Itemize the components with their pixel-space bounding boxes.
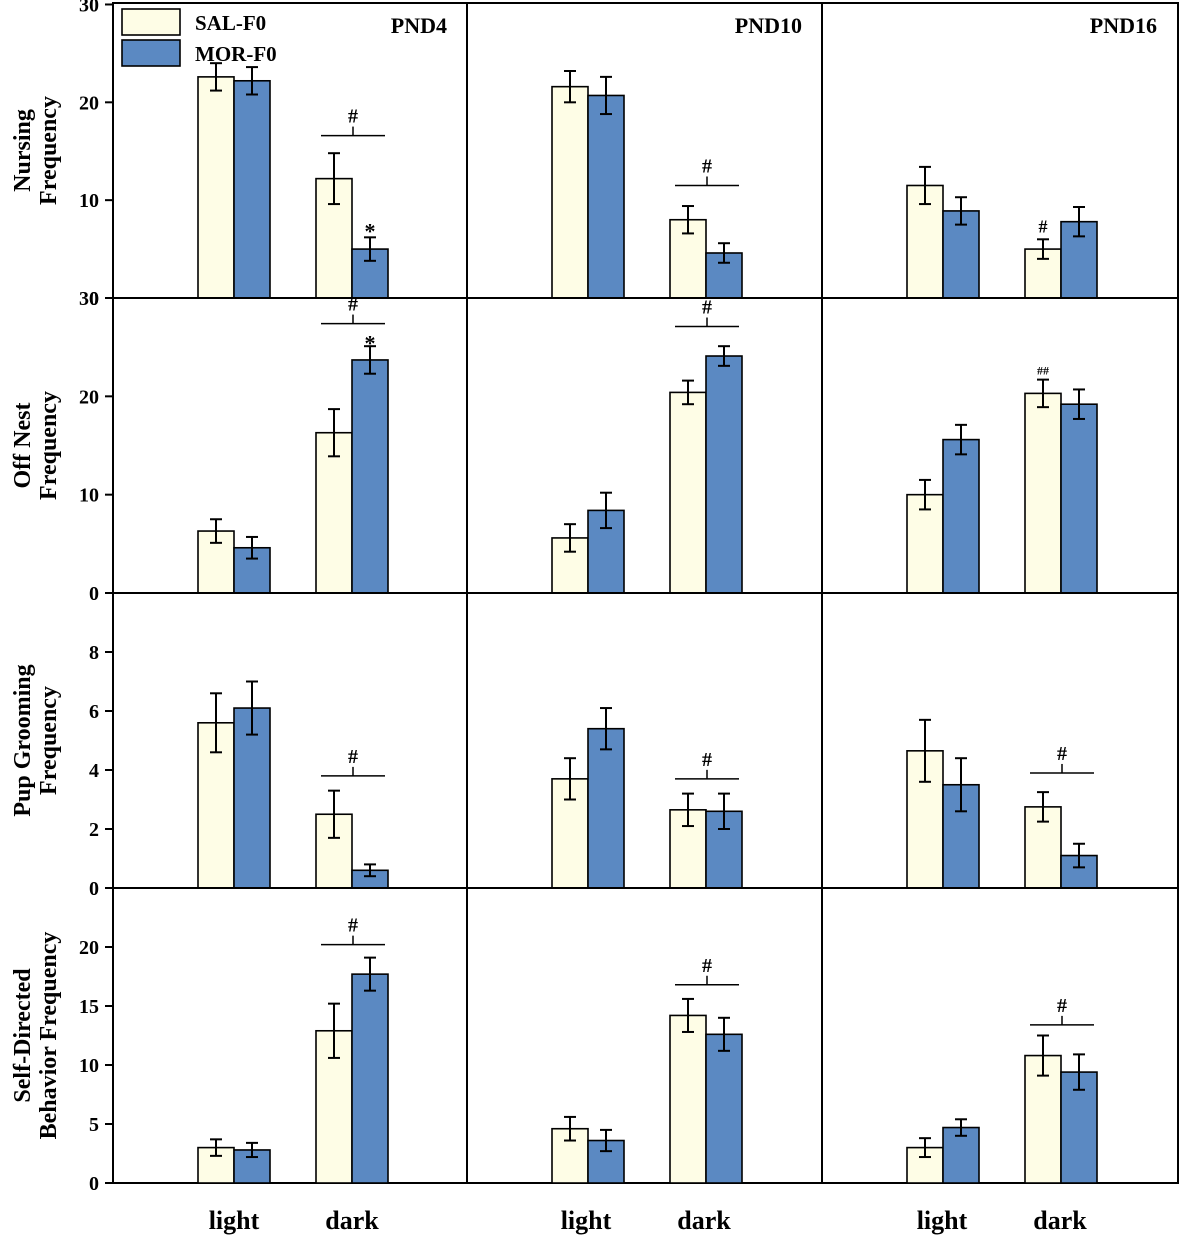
y-axis-label-line: Nursing	[10, 109, 36, 192]
y-tick-label: 30	[79, 0, 99, 16]
y-tick-label: 20	[79, 386, 99, 408]
panel-frame	[112, 887, 468, 1184]
legend-swatch	[121, 8, 181, 36]
x-category-label: light	[209, 1206, 260, 1235]
y-axis-label: Off NestFrequency	[10, 391, 62, 500]
bar-sal-dark	[1024, 1054, 1062, 1184]
bar-mor-dark	[351, 973, 389, 1184]
bar-mor-dark	[705, 1033, 743, 1184]
y-tick-label: 20	[79, 92, 99, 114]
bar-sal-dark	[669, 391, 707, 594]
legend-swatch	[121, 39, 181, 67]
y-tick-label: 10	[79, 190, 99, 212]
bar-mor-dark	[705, 355, 743, 594]
y-tick-label: 15	[79, 996, 99, 1018]
panel-frame	[821, 887, 1179, 1184]
panel-frame	[466, 887, 823, 1184]
y-tick-label: 2	[89, 819, 99, 841]
significance-mark: #	[702, 955, 712, 977]
y-tick-label: 0	[89, 878, 99, 900]
y-axis-label: NursingFrequency	[10, 96, 62, 205]
y-tick-label: 10	[79, 1055, 99, 1077]
panel-frame	[466, 2, 823, 299]
bar-mor-dark	[1060, 403, 1098, 594]
significance-mark: ##	[1037, 364, 1049, 378]
y-axis-label-line: Frequency	[36, 686, 62, 795]
panel-title-pnd4: PND4	[391, 13, 447, 38]
y-tick-label: 4	[89, 760, 99, 782]
y-axis-label: Self-DirectedBehavior Frequency	[10, 932, 62, 1140]
y-axis-label: Pup GroomingFrequency	[10, 664, 62, 816]
significance-mark: #	[348, 294, 358, 316]
panel-title-pnd10: PND10	[735, 13, 802, 38]
panel-frame	[466, 592, 823, 889]
significance-mark: #	[348, 915, 358, 937]
significance-mark: #	[348, 106, 358, 128]
bar-mor-light	[587, 1139, 625, 1184]
bar-mor-light	[233, 707, 271, 889]
y-tick-label: 6	[89, 701, 99, 723]
panel-title-pnd16: PND16	[1090, 13, 1157, 38]
x-category-label: light	[561, 1206, 612, 1235]
significance-mark: *	[365, 330, 376, 355]
bar-mor-light	[233, 79, 271, 299]
legend-label: SAL-F0	[195, 11, 266, 35]
bar-sal-dark	[1024, 392, 1062, 594]
y-axis-label-line: Frequency	[36, 96, 62, 205]
y-axis-label-line: Frequency	[36, 391, 62, 500]
bar-sal-light	[197, 530, 235, 594]
y-tick-label: 8	[89, 642, 99, 664]
x-category-label: dark	[677, 1206, 731, 1235]
y-tick-label: 0	[89, 1173, 99, 1195]
y-axis-label-line: Behavior Frequency	[36, 932, 62, 1140]
bar-mor-light	[587, 727, 625, 889]
significance-mark: #	[348, 746, 358, 768]
panel-frame	[821, 2, 1179, 299]
x-category-label: light	[917, 1206, 968, 1235]
y-tick-label: 20	[79, 937, 99, 959]
x-category-label: dark	[1033, 1206, 1087, 1235]
legend-label: MOR-F0	[195, 42, 277, 66]
panel-frame	[821, 297, 1179, 594]
panel-frame	[821, 592, 1179, 889]
y-tick-label: 0	[89, 583, 99, 605]
bar-sal-light	[197, 76, 235, 299]
panel-frame	[112, 592, 468, 889]
significance-mark: #	[1039, 216, 1048, 236]
significance-mark: #	[702, 749, 712, 771]
y-axis-label-line: Off Nest	[10, 403, 36, 489]
y-axis-label-line: Pup Grooming	[10, 664, 36, 816]
y-tick-label: 0	[89, 288, 99, 310]
significance-mark: #	[702, 297, 712, 319]
significance-mark: #	[1057, 743, 1067, 765]
bar-mor-light	[942, 438, 980, 594]
significance-mark: *	[365, 218, 376, 243]
x-category-label: dark	[325, 1206, 379, 1235]
y-tick-label: 30	[79, 288, 99, 310]
significance-mark: #	[702, 155, 712, 177]
y-tick-label: 5	[89, 1114, 99, 1136]
panel-frame	[112, 297, 468, 594]
significance-mark: #	[1057, 995, 1067, 1017]
bar-sal-light	[551, 85, 589, 299]
panel-frame	[466, 297, 823, 594]
y-axis-label-line: Self-Directed	[10, 968, 36, 1103]
bar-sal-dark	[669, 1014, 707, 1184]
y-tick-label: 10	[79, 485, 99, 507]
bar-mor-light	[587, 94, 625, 299]
bar-mor-dark	[351, 359, 389, 594]
